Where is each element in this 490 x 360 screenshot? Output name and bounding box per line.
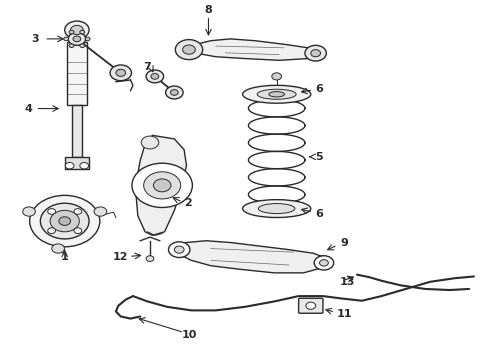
Circle shape (171, 90, 178, 95)
Circle shape (68, 32, 86, 45)
Ellipse shape (243, 200, 311, 217)
Circle shape (314, 256, 334, 270)
Circle shape (319, 260, 328, 266)
Circle shape (65, 162, 74, 169)
Circle shape (146, 256, 154, 261)
Circle shape (73, 36, 81, 42)
Circle shape (153, 179, 171, 192)
Text: 5: 5 (316, 152, 323, 162)
Circle shape (52, 244, 65, 253)
Circle shape (110, 65, 131, 81)
Bar (67, 42, 87, 105)
Circle shape (48, 209, 55, 214)
Text: 3: 3 (32, 34, 39, 44)
Circle shape (132, 163, 193, 207)
Circle shape (166, 86, 183, 99)
Text: 13: 13 (340, 277, 355, 287)
Text: 4: 4 (24, 104, 32, 113)
Text: 10: 10 (182, 330, 197, 341)
Text: 6: 6 (316, 209, 323, 219)
Circle shape (23, 207, 35, 216)
Circle shape (74, 228, 82, 234)
Circle shape (64, 37, 69, 41)
Bar (65, 157, 89, 169)
Polygon shape (187, 39, 318, 60)
Circle shape (85, 37, 90, 41)
Circle shape (175, 40, 202, 60)
Text: 11: 11 (337, 309, 352, 319)
Circle shape (116, 69, 125, 76)
Circle shape (169, 242, 190, 257)
Circle shape (74, 209, 82, 214)
Text: 6: 6 (316, 84, 323, 94)
Circle shape (40, 203, 89, 239)
Circle shape (311, 50, 320, 57)
Circle shape (50, 210, 79, 232)
Circle shape (272, 73, 282, 80)
Circle shape (69, 30, 74, 34)
Text: 2: 2 (184, 198, 192, 208)
Circle shape (80, 44, 85, 48)
Circle shape (305, 45, 326, 61)
Ellipse shape (269, 91, 285, 97)
Circle shape (69, 44, 74, 48)
Text: 8: 8 (205, 5, 212, 15)
Ellipse shape (258, 203, 295, 213)
Circle shape (80, 162, 89, 169)
Text: 9: 9 (340, 238, 348, 248)
Circle shape (306, 302, 316, 309)
Text: 12: 12 (113, 252, 128, 262)
Text: 1: 1 (61, 252, 69, 262)
Text: 7: 7 (144, 63, 151, 72)
Circle shape (65, 21, 89, 39)
Circle shape (183, 45, 196, 54)
Polygon shape (177, 241, 328, 273)
Circle shape (30, 195, 100, 247)
FancyBboxPatch shape (298, 298, 323, 313)
Circle shape (94, 207, 107, 216)
Circle shape (174, 246, 184, 253)
Circle shape (151, 73, 159, 79)
Circle shape (48, 228, 55, 234)
Circle shape (59, 217, 71, 225)
Bar (72, 105, 82, 157)
Ellipse shape (257, 89, 296, 99)
Ellipse shape (243, 85, 311, 103)
Circle shape (146, 70, 164, 83)
Circle shape (144, 172, 181, 199)
Circle shape (141, 136, 159, 149)
Circle shape (71, 25, 83, 35)
Polygon shape (135, 135, 187, 235)
Circle shape (80, 30, 85, 34)
